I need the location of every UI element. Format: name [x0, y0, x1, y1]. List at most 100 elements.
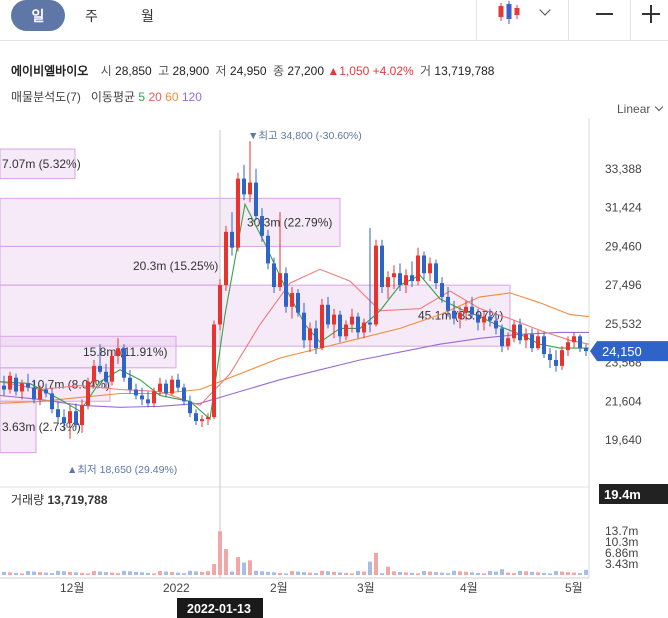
candle-body	[272, 263, 276, 288]
change-percent: +4.02%	[372, 64, 414, 78]
candle-body	[572, 336, 576, 343]
volume-bar	[560, 571, 564, 575]
volume-bar	[290, 571, 294, 575]
volume-bar	[482, 573, 486, 575]
volume-bar	[278, 572, 282, 575]
volume-bar	[2, 571, 6, 575]
candle-body	[98, 365, 102, 372]
candle-body	[80, 405, 84, 426]
candle-body	[404, 275, 408, 286]
volume-bar	[362, 571, 366, 575]
volume-label: 거	[420, 64, 432, 78]
volume-bar	[146, 572, 150, 575]
candle-body	[506, 338, 510, 347]
volume-bar	[80, 572, 84, 575]
candle-body	[74, 411, 78, 426]
volume-bar	[284, 573, 288, 575]
ma-60: 60	[165, 90, 179, 104]
volume-profile-bar	[0, 400, 37, 454]
candle-body	[248, 182, 252, 195]
x-tick-label: 12월	[60, 581, 84, 595]
candle-body	[110, 356, 114, 382]
candle-body	[242, 178, 246, 195]
scale-selector[interactable]: Linear	[617, 102, 651, 116]
volume-bar	[422, 571, 426, 575]
candle-body	[56, 409, 60, 418]
volume-y-tick-label: 13.7m	[605, 524, 638, 538]
zoom-out-icon[interactable]	[596, 13, 613, 15]
volume-profile-bar	[0, 148, 76, 180]
candle-body	[236, 178, 240, 248]
volume-bar	[554, 571, 558, 575]
candle-body	[224, 231, 228, 286]
toolbar-divider	[630, 0, 631, 40]
volume-bar	[56, 570, 60, 575]
candle-body	[524, 334, 528, 341]
volume-bar	[248, 560, 252, 575]
volume-bar	[584, 569, 588, 575]
candle-body	[392, 273, 396, 278]
candle-body	[134, 389, 138, 396]
period-tab-day[interactable]: 일	[11, 0, 65, 31]
candle-body	[86, 381, 90, 406]
volume-bar	[308, 572, 312, 575]
volume-profile-label: 3.63m (2.73%)	[2, 420, 81, 434]
candle-body	[530, 334, 534, 349]
toolbar-divider	[476, 0, 477, 40]
volume-bar	[134, 571, 138, 575]
volume-profile-label: 30.3m (22.79%)	[247, 215, 332, 229]
candlestick-type-icon[interactable]	[495, 0, 525, 26]
candle-body	[362, 322, 366, 333]
volume-panel-value: 13,719,788	[47, 493, 108, 507]
volume-bar	[464, 571, 468, 575]
high-value: 28,900	[172, 64, 210, 78]
volume-bar	[296, 571, 300, 575]
volume-bar	[182, 573, 186, 575]
volume-bar	[368, 561, 372, 575]
candle-body	[116, 348, 120, 357]
volume-profile-indicator[interactable]: 매물분석도(7)	[11, 90, 81, 104]
period-tab-week[interactable]: 주	[85, 8, 98, 24]
candle-body	[368, 322, 372, 325]
moving-average-label[interactable]: 이동평균	[90, 90, 136, 104]
volume-bar	[434, 572, 438, 575]
current-price-label: 24,150	[602, 344, 642, 359]
x-tick-label: 4월	[460, 581, 478, 595]
volume-bar	[476, 572, 480, 575]
close-label: 종	[272, 64, 284, 78]
volume-bar	[440, 572, 444, 575]
volume-profile-bar	[0, 335, 177, 369]
low-price-annotation: ▲최저 18,650 (29.49%)	[67, 464, 177, 476]
volume-bar	[266, 571, 270, 575]
volume-bar	[44, 572, 48, 575]
volume-bar	[218, 531, 222, 575]
candle-body	[542, 336, 546, 355]
volume-bar	[26, 571, 30, 575]
candle-body	[104, 371, 108, 382]
volume-bar	[350, 573, 354, 575]
volume-bar	[398, 571, 402, 575]
volume-bar	[8, 572, 12, 575]
volume-bar	[86, 573, 90, 575]
volume-bar	[578, 573, 582, 575]
volume-bar	[548, 573, 552, 575]
volume-bar	[242, 562, 246, 575]
candle-body	[566, 342, 570, 351]
volume-bar	[170, 572, 174, 575]
candle-body	[218, 285, 222, 325]
change-arrow-icon: ▲	[327, 64, 340, 78]
volume-bar	[20, 573, 24, 575]
candle-body	[284, 273, 288, 307]
volume-bar	[500, 569, 504, 575]
volume-bar	[128, 571, 132, 575]
volume-bar	[470, 572, 474, 575]
high-price-annotation: ▼최고 34,800 (-30.60%)	[248, 130, 362, 142]
volume-bar	[410, 572, 414, 575]
period-tab-month[interactable]: 월	[141, 8, 154, 24]
volume-bar	[488, 571, 492, 575]
ma-20-line	[0, 268, 590, 406]
candle-body	[254, 182, 258, 217]
volume-bar	[458, 571, 462, 575]
x-tick-label: 2월	[270, 581, 288, 595]
